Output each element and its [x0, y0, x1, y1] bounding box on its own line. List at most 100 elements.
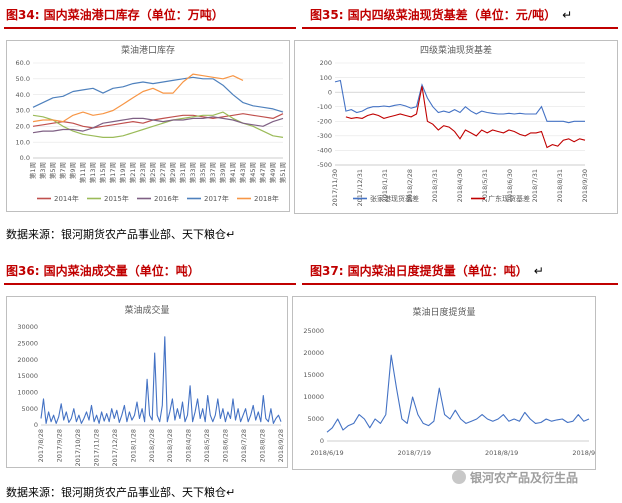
inventory-x-tick-label: 第17周: [108, 162, 117, 183]
figure-37-title-main: 图37: 国内菜油日度提货量: [310, 264, 456, 278]
pickup-chart: 菜油日度提货量 0 5000 10000 15000 20000 25000 2018/6/1…: [303, 306, 595, 457]
basis-series-line-1: [345, 86, 586, 149]
basis-x-tick-label: 2018/1/31: [381, 169, 389, 202]
middle-divider-left: [4, 283, 296, 285]
inventory-y-tick-label: 50.0: [16, 75, 30, 83]
volume-x-tick-label: 2018/4/28: [185, 429, 193, 462]
basis-y-tick-label: -200: [317, 117, 332, 125]
pickup-y-tick-label: 15000: [303, 371, 324, 379]
inventory-x-tick-label: 第51周: [278, 162, 287, 183]
inventory-x-tick-label: 第23周: [138, 162, 147, 183]
volume-x-tick-label: 2017/10/28: [74, 429, 82, 466]
volume-y-tick-label: 15000: [17, 372, 38, 380]
figure-34-title-unit: （单位：万吨）: [139, 8, 224, 22]
inventory-series-line-3: [32, 76, 284, 113]
inventory-x-tick-label: 第37周: [208, 162, 217, 183]
inventory-y-tick-label: 0.0: [20, 154, 30, 162]
inventory-x-tick-label: 第13周: [88, 162, 97, 183]
basis-y-tick-label: -300: [317, 132, 332, 140]
pickup-chart-title: 菜油日度提货量: [412, 306, 475, 318]
volume-chart-panel: 菜油成交量 0 5000 10000 15000 20000 25000 30000 2017/…: [6, 296, 288, 468]
volume-y-tick-label: 25000: [17, 340, 38, 348]
volume-series-line-0: [40, 336, 282, 424]
inventory-x-tick-label: 第39周: [218, 162, 227, 183]
volume-y-tick-label: 5000: [21, 405, 38, 413]
basis-x-tick-label: 2018/4/30: [456, 169, 464, 202]
pickup-y-tick-label: 10000: [303, 393, 324, 401]
top-divider-right: [302, 27, 618, 29]
volume-x-tick-label: 2018/1/28: [129, 429, 137, 462]
inventory-y-tick-label: 60.0: [16, 59, 30, 67]
inventory-x-tick-label: 第9周: [68, 162, 77, 179]
pickup-series-line-0: [326, 354, 590, 433]
inventory-x-tick-label: 第25周: [148, 162, 157, 183]
volume-y-tick-label: 20000: [17, 356, 38, 364]
basis-y-tick-label: -100: [317, 103, 332, 111]
volume-y-tick-label: 30000: [17, 323, 38, 331]
figure-34-title-main: 图34: 国内菜油港口库存: [6, 8, 140, 22]
inventory-y-tick-label: 40.0: [16, 91, 30, 99]
inventory-y-tick-label: 10.0: [16, 138, 30, 146]
inventory-x-tick-label: 第33周: [188, 162, 197, 183]
pickup-y-tick-label: 25000: [303, 327, 324, 335]
inventory-x-tick-label: 第35周: [198, 162, 207, 183]
basis-y-tick-label: 100: [320, 74, 332, 82]
figure-34-title: 图34: 国内菜油港口库存（单位：万吨）: [6, 6, 224, 23]
figure-35-title-main: 图35: 国内四级菜油现货基差: [310, 8, 468, 22]
figure-37-title: 图37: 国内菜油日度提货量（单位：吨） ↵: [310, 262, 544, 279]
basis-x-tick-label: 2018/9/30: [581, 169, 589, 202]
pickup-x-tick-label: 2018/7/19: [398, 449, 431, 457]
inventory-legend-label-4: 2018年: [254, 194, 279, 203]
inventory-series-line-2: [32, 116, 284, 134]
middle-divider-right: [302, 283, 618, 285]
inventory-series-line-0: [32, 113, 284, 129]
basis-x-tick-label: 2017/11/30: [331, 169, 339, 206]
data-source-top: 数据来源：银河期货农产品事业部、天下粮仓↵: [6, 228, 236, 241]
volume-x-tick-label: 2017/9/28: [55, 429, 63, 462]
volume-x-tick-label: 2018/7/28: [240, 429, 248, 462]
inventory-series-line-4: [32, 73, 244, 123]
volume-y-tick-label: 0: [34, 421, 38, 429]
inventory-legend-label-2: 2016年: [154, 194, 179, 203]
figure-35-return-mark: ↵: [562, 8, 573, 22]
figure-36-title-unit: （单位：吨）: [127, 264, 200, 278]
pickup-x-tick-label: 2018/6/19: [310, 449, 343, 457]
volume-chart-title: 菜油成交量: [124, 304, 169, 316]
inventory-x-tick-label: 第29周: [168, 162, 177, 183]
top-divider-left: [4, 27, 296, 29]
pickup-x-tick-label: 2018/8/19: [485, 449, 518, 457]
volume-x-tick-label: 2018/2/28: [148, 429, 156, 462]
basis-y-tick-label: -400: [317, 147, 332, 155]
watermark-text: 银河农产品及衍生品: [470, 471, 579, 485]
inventory-x-tick-label: 第41周: [228, 162, 237, 183]
inventory-x-tick-label: 第45周: [248, 162, 257, 183]
inventory-x-tick-label: 第1周: [28, 162, 37, 179]
inventory-x-tick-label: 第43周: [238, 162, 247, 183]
figure-36-title: 图36: 国内菜油成交量（单位：吨）: [6, 262, 200, 279]
inventory-chart: 菜油港口库存0.010.020.030.040.050.060.0第1周 第3周第…: [16, 44, 287, 203]
data-source-bottom: 数据来源：银河期货农产品事业部、天下粮仓↵: [6, 486, 236, 499]
pickup-y-tick-label: 20000: [303, 349, 324, 357]
inventory-chart-title: 菜油港口库存: [121, 44, 175, 56]
figure-37-title-unit: （单位：吨）: [455, 264, 528, 278]
basis-y-tick-label: -500: [317, 161, 332, 169]
pickup-chart-panel: 菜油日度提货量 0 5000 10000 15000 20000 25000 2018/6/1…: [292, 296, 596, 470]
inventory-x-tick-label: 第49周: [268, 162, 277, 183]
inventory-legend-label-0: 2014年: [54, 194, 79, 203]
volume-y-tick-label: 10000: [17, 389, 38, 397]
volume-x-tick-label: 2017/8/28: [37, 429, 45, 462]
basis-chart-title: 四级菜油现货基差: [420, 44, 492, 56]
inventory-legend-label-3: 2017年: [204, 194, 229, 203]
inventory-x-tick-label: 第11周: [78, 162, 87, 183]
inventory-series-line-1: [32, 111, 284, 138]
figure-35-title-unit: （单位：元/吨）: [467, 8, 557, 22]
basis-x-tick-label: 2018/6/30: [506, 169, 514, 202]
basis-legend-label-1: 广东现货基差: [488, 194, 530, 203]
volume-x-tick-label: 2017/11/28: [92, 429, 100, 466]
basis-chart-panel: 四级菜油现货基差 200 100 0 -100 -200 -300 -400 -500 2017/…: [294, 40, 618, 214]
volume-x-tick-label: 2018/5/28: [203, 429, 211, 462]
figure-36-title-main: 图36: 国内菜油成交量: [6, 264, 128, 278]
basis-x-tick-label: 2017/12/31: [356, 169, 364, 206]
pickup-x-tick-label: 2018/9/19: [572, 449, 595, 457]
inventory-x-tick-label: 第5周: [48, 162, 57, 179]
